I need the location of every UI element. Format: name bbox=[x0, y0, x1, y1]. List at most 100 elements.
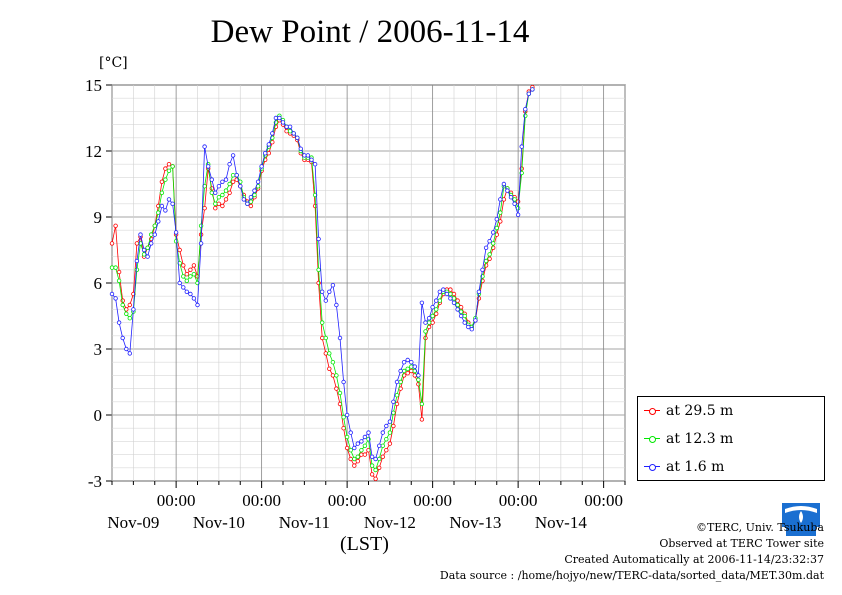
x-tick-label-time: 00:00 bbox=[413, 491, 452, 510]
data-point-series-0 bbox=[134, 241, 140, 246]
data-point-series-2 bbox=[170, 201, 175, 206]
terc-logo-icon bbox=[782, 503, 820, 536]
data-point-series-2 bbox=[505, 188, 510, 193]
data-point-series-0 bbox=[348, 456, 353, 462]
data-point-series-0 bbox=[498, 219, 503, 224]
data-point-series-0 bbox=[163, 166, 168, 171]
data-point-series-1 bbox=[369, 463, 375, 468]
data-point-series-2 bbox=[409, 360, 414, 365]
data-point-series-0 bbox=[405, 371, 410, 376]
data-point-series-2 bbox=[491, 230, 496, 235]
data-point-series-2 bbox=[134, 258, 140, 264]
data-point-series-0 bbox=[202, 205, 207, 211]
data-point-series-1 bbox=[320, 320, 325, 325]
data-point-series-2 bbox=[109, 291, 115, 297]
data-point-series-2 bbox=[266, 142, 271, 147]
data-point-series-0 bbox=[227, 190, 232, 195]
data-point-series-0 bbox=[184, 272, 189, 277]
data-point-series-2 bbox=[163, 208, 168, 213]
data-point-series-0 bbox=[515, 199, 521, 204]
data-point-series-2 bbox=[373, 456, 378, 462]
data-point-series-1 bbox=[458, 309, 464, 314]
data-point-series-2 bbox=[369, 454, 375, 459]
data-point-series-2 bbox=[263, 150, 268, 156]
data-point-series-1 bbox=[373, 467, 378, 473]
data-point-series-0 bbox=[109, 241, 115, 246]
data-point-series-0 bbox=[230, 179, 236, 184]
data-point-series-2 bbox=[483, 245, 489, 250]
data-point-series-1 bbox=[287, 128, 293, 134]
data-point-series-2 bbox=[512, 201, 517, 206]
data-point-series-2 bbox=[387, 419, 393, 424]
data-point-series-1 bbox=[327, 351, 332, 356]
x-tick-label-date: Nov-13 bbox=[449, 513, 501, 532]
data-point-series-1 bbox=[220, 192, 225, 198]
data-point-series-2 bbox=[394, 379, 400, 385]
data-point-series-0 bbox=[384, 448, 389, 453]
data-point-series-0 bbox=[334, 386, 339, 391]
data-point-series-1 bbox=[437, 298, 442, 303]
legend-item-12-3m: at 12.3 m bbox=[644, 429, 733, 449]
data-point-series-2 bbox=[291, 131, 296, 136]
data-point-series-2 bbox=[469, 327, 474, 332]
data-point-series-2 bbox=[259, 164, 264, 169]
data-point-series-0 bbox=[188, 267, 193, 272]
data-point-series-1 bbox=[141, 252, 147, 257]
data-point-series-0 bbox=[320, 335, 325, 341]
data-point-series-2 bbox=[216, 183, 222, 189]
data-point-series-0 bbox=[377, 465, 382, 470]
data-point-series-0 bbox=[369, 472, 375, 477]
data-point-series-2 bbox=[487, 238, 492, 244]
data-source-text: Data source : /home/hojyo/new/TERC-data/… bbox=[439, 569, 824, 582]
data-point-series-2 bbox=[320, 289, 325, 294]
data-point-series-0 bbox=[120, 298, 125, 303]
data-point-series-1 bbox=[426, 320, 432, 325]
data-point-series-1 bbox=[455, 302, 460, 308]
data-point-series-2 bbox=[355, 441, 360, 446]
data-point-series-2 bbox=[287, 124, 293, 129]
data-point-series-2 bbox=[498, 197, 503, 202]
data-point-series-0 bbox=[458, 305, 464, 310]
data-point-series-1 bbox=[148, 232, 154, 237]
data-point-series-2 bbox=[248, 194, 254, 200]
data-point-series-2 bbox=[412, 364, 417, 369]
data-point-series-2 bbox=[366, 430, 371, 435]
data-point-series-0 bbox=[127, 302, 132, 308]
data-point-series-2 bbox=[159, 203, 165, 209]
data-point-series-0 bbox=[248, 203, 254, 209]
x-tick-label-time: 00:00 bbox=[157, 491, 196, 510]
data-point-series-2 bbox=[519, 144, 524, 149]
data-point-series-1 bbox=[448, 291, 453, 297]
data-point-series-2 bbox=[255, 179, 261, 184]
data-point-series-2 bbox=[448, 296, 453, 301]
data-point-series-2 bbox=[227, 161, 232, 167]
data-point-series-1 bbox=[401, 368, 407, 374]
data-point-series-1 bbox=[252, 192, 257, 198]
legend-label-29-5m: at 29.5 m bbox=[666, 403, 734, 419]
data-point-series-1 bbox=[405, 366, 410, 371]
data-point-series-1 bbox=[384, 437, 389, 442]
data-point-series-0 bbox=[327, 366, 332, 371]
data-point-series-2 bbox=[455, 307, 460, 312]
data-point-series-2 bbox=[441, 287, 446, 292]
data-point-series-1 bbox=[191, 272, 197, 277]
data-point-series-1 bbox=[145, 245, 150, 250]
x-tick-label-date: Nov-14 bbox=[535, 513, 587, 532]
data-point-series-2 bbox=[401, 360, 407, 365]
data-point-series-2 bbox=[141, 247, 147, 253]
data-point-series-2 bbox=[191, 296, 197, 301]
data-point-series-1 bbox=[323, 335, 328, 341]
x-tick-label-time: 00:00 bbox=[242, 491, 281, 510]
y-tick-label: 3 bbox=[94, 340, 103, 359]
y-tick-label: 9 bbox=[94, 208, 103, 227]
data-point-series-1 bbox=[483, 258, 489, 264]
data-point-series-2 bbox=[277, 115, 282, 121]
data-point-series-1 bbox=[116, 278, 122, 283]
data-point-series-1 bbox=[248, 199, 254, 204]
data-point-series-2 bbox=[377, 443, 382, 448]
data-point-series-2 bbox=[398, 368, 403, 374]
data-point-series-2 bbox=[330, 283, 336, 288]
data-point-series-0 bbox=[220, 203, 225, 209]
legend-swatch-12-3m bbox=[644, 434, 660, 444]
data-point-series-2 bbox=[245, 201, 250, 206]
